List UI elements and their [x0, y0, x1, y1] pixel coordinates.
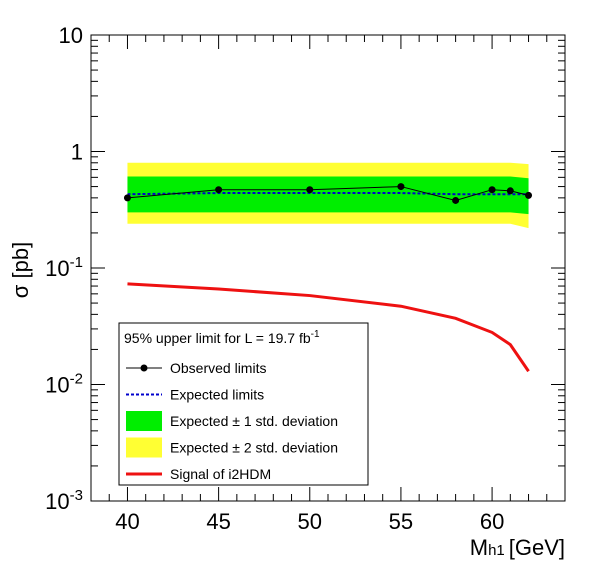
- y-tick-base: 10: [45, 489, 69, 514]
- expected-line: [127, 192, 529, 196]
- observed-point: [488, 186, 496, 194]
- legend-header-sup: -1: [311, 329, 320, 340]
- observed-point: [506, 187, 514, 195]
- legend-swatch-marker: [140, 364, 148, 372]
- legend-swatch-fill: [126, 411, 162, 431]
- observed-point: [123, 194, 131, 202]
- observed-point: [306, 186, 314, 194]
- lines-layer: [123, 183, 533, 373]
- ticks-layer: [90, 35, 566, 502]
- x-axis-label-main: M: [470, 535, 488, 560]
- legend-label: Observed limits: [170, 360, 266, 376]
- legend-box: [118, 322, 369, 486]
- legend-label: Expected ± 1 std. deviation: [170, 413, 338, 429]
- y-tick-exponent: -3: [70, 487, 83, 504]
- legend-swatch-fill: [126, 437, 162, 458]
- x-tick-label: 50: [298, 509, 322, 534]
- legend: 95% upper limit for L = 19.7 fb-1 Observ…: [118, 322, 369, 486]
- observed-point: [525, 191, 533, 199]
- y-tick-exponent: -2: [70, 371, 83, 388]
- y-tick-label: 10: [59, 23, 83, 48]
- x-tick-label: 45: [206, 509, 230, 534]
- legend-label: Expected ± 2 std. deviation: [170, 440, 338, 456]
- observed-point: [215, 186, 223, 194]
- y-tick-label: 1: [71, 140, 83, 165]
- y-axis-label: σ [pb]: [8, 242, 33, 298]
- y-tick-label: 10-2: [45, 371, 83, 398]
- y-tick-base: 10: [59, 23, 83, 48]
- x-axis-label-sub: h1: [488, 542, 505, 559]
- y-tick-base: 1: [71, 140, 83, 165]
- legend-header: 95% upper limit for L = 19.7 fb-1: [124, 329, 320, 346]
- signal-line: [127, 282, 530, 373]
- legend-entries: Observed limits Expected limits Expected ±…: [126, 360, 338, 482]
- y-tick-base: 10: [45, 256, 69, 281]
- x-tick-label: 55: [389, 509, 413, 534]
- observed-point: [452, 196, 460, 204]
- observed-point: [397, 183, 405, 191]
- y-tick-label: 10-3: [45, 487, 83, 514]
- legend-header-text: 95% upper limit for L = 19.7 fb: [124, 330, 311, 346]
- y-tick-label: 10-1: [45, 254, 83, 281]
- x-tick-label: 60: [480, 509, 504, 534]
- band-1sigma: [127, 176, 529, 215]
- x-tick-label: 40: [115, 509, 139, 534]
- x-axis-label: Mh1 [GeV]: [470, 535, 565, 560]
- legend-label: Signal of i2HDM: [170, 466, 271, 482]
- bands-layer: [127, 162, 529, 229]
- legend-label: Expected limits: [170, 387, 264, 403]
- y-tick-exponent: -1: [70, 254, 83, 271]
- x-axis-label-unit: [GeV]: [509, 535, 565, 560]
- y-tick-base: 10: [45, 373, 69, 398]
